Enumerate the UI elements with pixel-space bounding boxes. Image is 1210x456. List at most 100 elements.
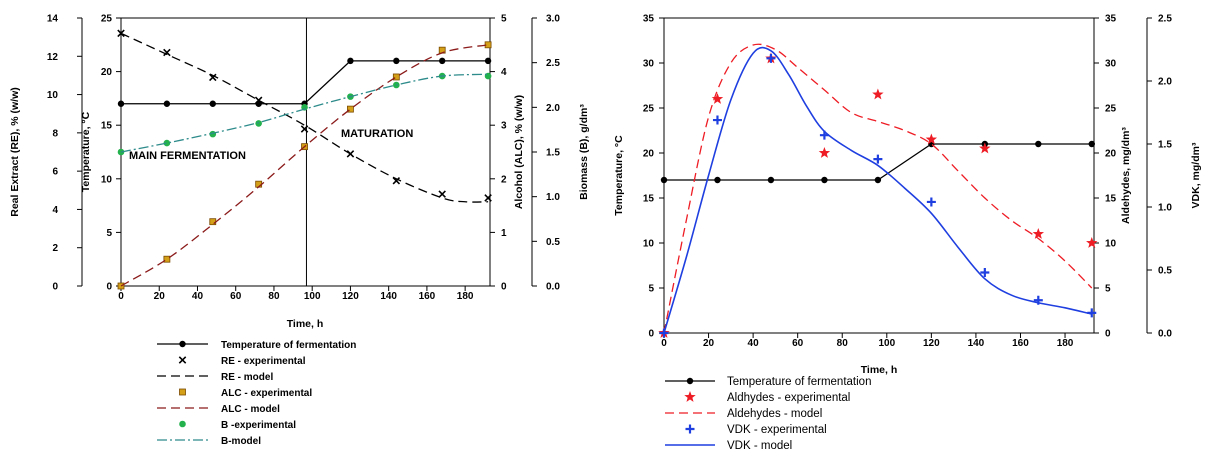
data-point [714, 176, 721, 184]
x-tick-label: 180 [457, 291, 474, 302]
legend-marker [179, 340, 186, 348]
legend-label: VDK - model [727, 440, 792, 452]
temp-tick-label: 5 [648, 284, 654, 295]
series-re-experimental [117, 29, 492, 202]
re-axis-label: Real Extract (RE), % (w/w) [9, 87, 21, 217]
series-alc-experimental [117, 41, 492, 290]
legend-marker [685, 424, 695, 434]
legend-marker [684, 391, 696, 402]
data-point [660, 176, 668, 184]
x-tick-label: 120 [923, 338, 940, 349]
x-tick-label: 140 [968, 338, 985, 349]
bio-tick-label: 2.0 [546, 103, 560, 114]
data-point [484, 57, 492, 65]
alc-tick-label: 5 [501, 14, 507, 25]
x-tick-label: 120 [342, 291, 359, 302]
x-tick-label: 60 [792, 338, 804, 349]
series-line [663, 43, 1093, 334]
x-tick-label: 180 [1057, 338, 1074, 349]
data-point [393, 57, 400, 65]
legend-label: RE - model [221, 372, 273, 383]
vdk-tick-label: 1.0 [1158, 203, 1172, 214]
data-point [767, 176, 775, 184]
maturation-label: MATURATION [341, 128, 413, 140]
x-axis-label: Time, h [861, 364, 898, 376]
legend-entry [157, 340, 208, 348]
re-tick-label: 2 [52, 243, 58, 254]
plot-frame [663, 17, 1095, 334]
re-tick-label: 0 [52, 282, 58, 293]
temp-tick-label: 15 [101, 121, 113, 132]
x-tick-label: 0 [661, 338, 667, 349]
data-point [1088, 140, 1095, 148]
legend-marker [179, 388, 186, 396]
data-point [926, 197, 936, 207]
data-point [209, 218, 217, 226]
temp-tick-label: 5 [106, 228, 112, 239]
bio-tick-label: 0.0 [546, 282, 560, 293]
temp-tick-label: 35 [643, 14, 655, 25]
ald-tick-label: 10 [1105, 239, 1117, 250]
legend-label: Temperature of fermentation [221, 340, 356, 351]
series-aldehydes-model [663, 43, 1093, 334]
series-line [120, 32, 489, 203]
data-point [1086, 237, 1098, 248]
series-b-model [120, 73, 489, 153]
data-point [818, 147, 831, 158]
temp-tick-label: 15 [643, 194, 655, 205]
re-tick-label: 6 [52, 167, 58, 178]
data-point [766, 53, 776, 63]
x-tick-label: 160 [1012, 338, 1029, 349]
re-tick-label: 8 [52, 128, 58, 139]
data-point [254, 96, 263, 105]
data-point [209, 100, 216, 107]
vdk-tick-label: 1.5 [1158, 140, 1172, 151]
temp-tick-label: 25 [643, 104, 655, 115]
x-tick-label: 0 [118, 291, 124, 302]
legend-marker [686, 377, 694, 385]
legend-label: Temperature of fermentation [727, 376, 871, 388]
series-line [663, 46, 1092, 334]
main-fermentation-label: MAIN FERMENTATION [129, 150, 246, 162]
temp-tick-label: 10 [101, 174, 113, 185]
vdk-tick-label: 2.0 [1158, 77, 1172, 88]
data-point [980, 268, 990, 278]
vdk-tick-label: 2.5 [1158, 14, 1172, 25]
x-tick-label: 60 [230, 291, 242, 302]
ald-tick-label: 0 [1105, 329, 1111, 340]
data-point [873, 154, 883, 164]
ald-tick-label: 15 [1105, 194, 1117, 205]
temp-tick-label: 25 [101, 14, 113, 25]
legend-entry [684, 391, 696, 402]
x-tick-label: 100 [878, 338, 895, 349]
alc-tick-label: 4 [501, 67, 507, 78]
temp-tick-label: 10 [643, 239, 655, 250]
data-point [711, 93, 724, 104]
bio-tick-label: 1.0 [546, 192, 560, 203]
vdk-tick-label: 0.0 [1158, 329, 1172, 340]
re-tick-label: 14 [47, 14, 59, 25]
data-point [163, 48, 171, 57]
bio-axis-label: Biomass (B), g/dm³ [578, 104, 590, 200]
ald-tick-label: 25 [1105, 104, 1117, 115]
chart-1 [77, 17, 537, 441]
data-point [874, 176, 882, 184]
x-tick-label: 80 [837, 338, 849, 349]
legend-entry [665, 377, 715, 385]
temp-axis-label: Temperature, °C [613, 135, 625, 216]
legend-label: Aldhydes - experimental [727, 392, 850, 404]
x-tick-label: 80 [268, 291, 280, 302]
legend-entry [178, 356, 187, 364]
alc-tick-label: 3 [501, 121, 507, 132]
x-tick-label: 100 [304, 291, 321, 302]
ald-tick-label: 35 [1105, 14, 1117, 25]
legend-label: B -experimental [221, 420, 296, 431]
temp-tick-label: 20 [643, 149, 655, 160]
legend-label: VDK - experimental [727, 424, 827, 436]
data-point [484, 194, 492, 202]
series-line [120, 44, 489, 287]
series-line [120, 73, 489, 153]
legend-entry [179, 388, 186, 396]
data-point [821, 176, 828, 184]
